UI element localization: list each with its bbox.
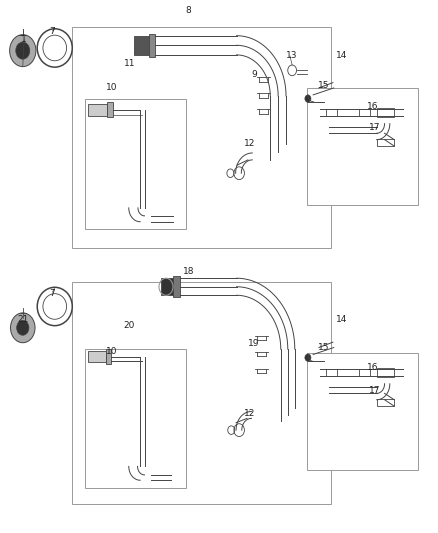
Text: 17: 17 — [369, 124, 380, 132]
Text: 10: 10 — [106, 84, 117, 92]
Text: 12: 12 — [244, 140, 255, 148]
Text: 16: 16 — [367, 102, 378, 111]
Bar — [377, 368, 394, 377]
Text: 7: 7 — [49, 28, 56, 36]
Bar — [307, 88, 418, 205]
Bar — [307, 353, 418, 470]
Bar — [161, 278, 174, 295]
Bar — [377, 399, 394, 406]
Bar — [85, 99, 186, 229]
Bar — [377, 139, 394, 146]
Bar — [88, 104, 107, 116]
Text: 8: 8 — [185, 6, 191, 15]
Circle shape — [17, 320, 29, 335]
Text: 17: 17 — [369, 386, 380, 394]
Bar — [107, 102, 113, 117]
Bar — [106, 349, 111, 364]
Text: 15: 15 — [318, 343, 330, 352]
Circle shape — [305, 95, 311, 102]
Text: 10: 10 — [106, 348, 117, 356]
Text: 14: 14 — [336, 52, 347, 60]
Text: 12: 12 — [244, 409, 255, 417]
Text: 13: 13 — [286, 52, 297, 60]
Bar — [88, 351, 106, 362]
Text: 20: 20 — [124, 321, 135, 329]
Bar — [173, 276, 180, 297]
Circle shape — [11, 313, 35, 343]
Circle shape — [10, 35, 36, 67]
Circle shape — [305, 354, 311, 361]
Bar — [72, 282, 331, 504]
Bar — [85, 349, 186, 488]
Bar — [72, 27, 331, 248]
Text: 1: 1 — [21, 36, 27, 44]
Circle shape — [16, 42, 30, 59]
Bar — [149, 34, 155, 57]
Text: 9: 9 — [251, 70, 257, 79]
Text: 19: 19 — [248, 340, 260, 348]
Text: 21: 21 — [17, 316, 28, 324]
Bar — [134, 36, 150, 55]
Text: 14: 14 — [336, 316, 347, 324]
Text: 7: 7 — [49, 289, 56, 297]
Text: 11: 11 — [124, 60, 135, 68]
Text: 16: 16 — [367, 364, 378, 372]
Text: 18: 18 — [183, 268, 194, 276]
Bar — [377, 108, 394, 117]
Text: 15: 15 — [318, 81, 330, 90]
